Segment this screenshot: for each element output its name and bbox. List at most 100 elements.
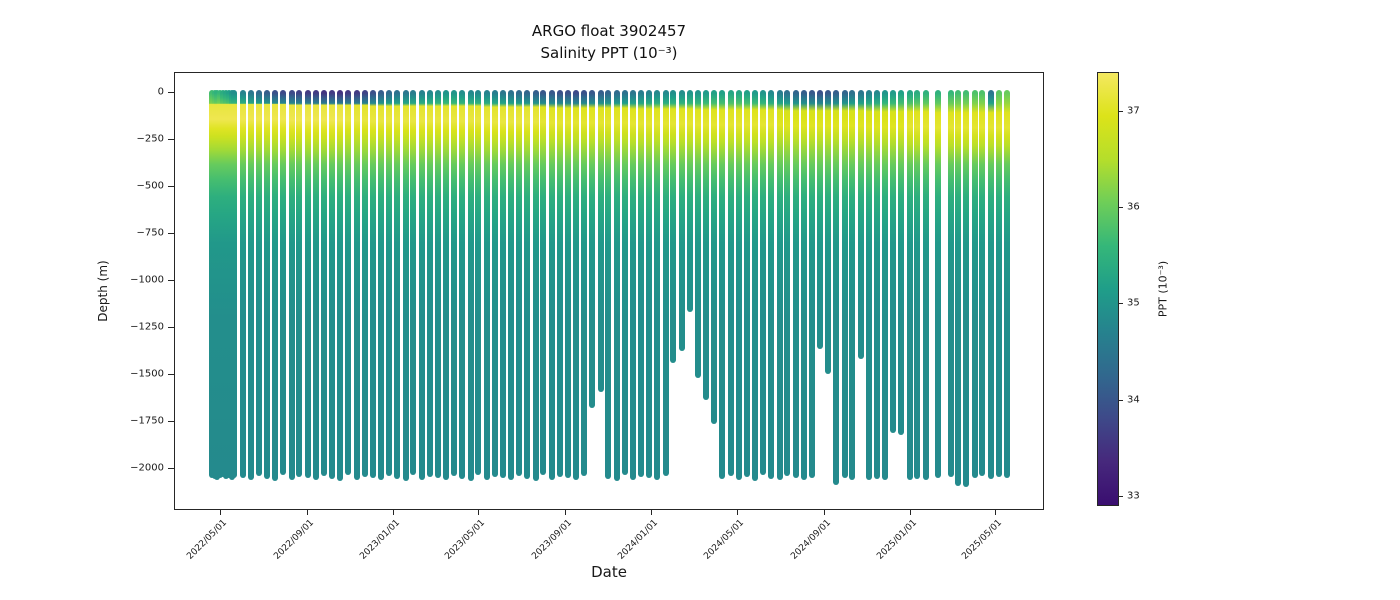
colorbar-tick [1119, 110, 1123, 112]
colorbar [1097, 72, 1119, 506]
profile-column [678, 90, 685, 351]
profile-column [516, 90, 523, 476]
profile-column [906, 90, 913, 480]
y-tick-label: −1250 [130, 321, 164, 333]
profile-column [686, 90, 693, 313]
profile-column [304, 90, 311, 478]
x-tick [994, 510, 996, 515]
profile-column [361, 90, 368, 477]
profile-column [955, 90, 962, 487]
x-tick [565, 510, 567, 515]
profile-column [971, 90, 978, 478]
profile-column [881, 90, 888, 480]
x-tick [306, 510, 308, 515]
profile-column [1004, 90, 1011, 478]
y-tick [168, 139, 174, 140]
profile-column [963, 90, 970, 488]
profile-column [435, 90, 442, 478]
profile-column [727, 90, 734, 476]
profile-column [410, 90, 417, 475]
profile-column [597, 90, 604, 393]
colorbar-tick-label: 34 [1127, 394, 1140, 406]
x-tick-label: 2022/05/01 [185, 518, 230, 562]
profile-column [247, 90, 254, 481]
x-tick [651, 510, 653, 515]
x-tick [220, 510, 221, 515]
profile-column [637, 90, 644, 477]
profile-column [841, 90, 848, 478]
colorbar-tick [1119, 496, 1123, 498]
profile-column [995, 90, 1002, 477]
y-axis-label: Depth (m) [96, 260, 110, 322]
profile-column [572, 90, 579, 481]
profile-column [442, 90, 449, 481]
profile-column [467, 90, 474, 482]
profile-column [809, 90, 816, 478]
profile-column [280, 90, 287, 475]
x-tick [736, 510, 738, 515]
profile-column [776, 90, 783, 481]
colorbar-tick-label: 35 [1127, 297, 1140, 309]
profile-column [816, 90, 823, 349]
profile-column [345, 90, 352, 475]
x-tick [478, 510, 480, 515]
profile-column [890, 90, 897, 433]
profile-column [914, 90, 921, 479]
profile-column [507, 90, 514, 481]
profile-column [605, 90, 612, 479]
profile-column [744, 90, 750, 477]
chart-title: ARGO float 3902457 [531, 22, 687, 40]
colorbar-tick [1119, 303, 1123, 305]
profile-column [874, 90, 881, 479]
profile-column [500, 90, 507, 478]
y-tick [168, 327, 174, 328]
profile-column [540, 90, 547, 475]
profile-column [947, 90, 954, 477]
profile-column [231, 90, 238, 478]
colorbar-tick-label: 33 [1127, 490, 1140, 502]
profile-column [556, 90, 563, 477]
profile-column [321, 90, 328, 476]
profile-column [239, 90, 246, 478]
profile-column [256, 90, 263, 476]
profile-column [979, 90, 986, 476]
y-tick [168, 468, 174, 469]
profile-column [337, 90, 344, 482]
profile-column [272, 90, 279, 482]
profile-column [792, 90, 799, 478]
y-tick [168, 92, 174, 93]
x-tick [823, 510, 825, 515]
chart-subtitle: Salinity PPT (10⁻³) [540, 44, 678, 62]
y-tick [168, 233, 174, 234]
y-tick-label: −500 [136, 180, 164, 192]
profile-column [296, 90, 303, 477]
profile-column [459, 90, 466, 479]
colorbar-tick [1119, 207, 1123, 209]
profile-column [711, 90, 718, 425]
profile-column [524, 90, 531, 479]
profile-column [394, 90, 401, 479]
y-tick-label: −1750 [130, 415, 164, 427]
profile-column [695, 90, 702, 378]
profile-column [922, 90, 929, 481]
profile-column [548, 90, 555, 480]
y-tick-label: −250 [136, 133, 164, 145]
plot-area [174, 72, 1044, 510]
profile-column [386, 90, 393, 476]
profile-column [483, 90, 490, 480]
profile-column [987, 90, 994, 479]
profile-column [370, 90, 376, 478]
profile-column [760, 90, 767, 475]
profile-column [654, 90, 661, 481]
y-tick-label: −2000 [130, 462, 164, 474]
profile-column [833, 90, 840, 486]
y-tick [168, 280, 174, 281]
profile-column [735, 90, 742, 480]
profile-column [768, 90, 775, 479]
profile-column [312, 90, 319, 481]
profile-column [646, 90, 653, 478]
profile-column [402, 90, 409, 482]
y-tick [168, 421, 174, 422]
colorbar-label: PPT (10⁻³) [1156, 260, 1170, 318]
